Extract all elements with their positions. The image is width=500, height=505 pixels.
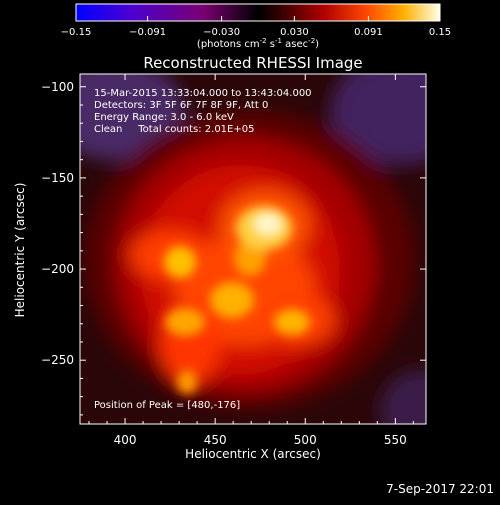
x-tick-label: 550 (384, 433, 407, 447)
colorbar-tick-label: 0.15 (429, 27, 451, 38)
chart-title: Reconstructed RHESSI Image (143, 54, 362, 72)
colorbar-tick-label: 0.091 (354, 27, 383, 38)
bright-blob-lower-left (165, 308, 205, 336)
annotation-energy-range: Energy Range: 3.0 - 6.0 keV (94, 112, 234, 123)
colorbar-tick-label: 0.030 (280, 27, 309, 38)
y-axis: −100 −150 −200 −250 (41, 80, 426, 416)
heatmap-image (80, 74, 426, 424)
colorbar: −0.15 −0.091 −0.030 0.030 0.091 0.15 (photons… (61, 3, 451, 50)
purple-region-bottom-right (380, 370, 426, 424)
colorbar-ticks: −0.15 −0.091 −0.030 0.030 0.091 0.15 (61, 16, 451, 38)
y-tick-label: −200 (41, 262, 74, 276)
footer-date: 7-Sep-2017 22:01 (386, 482, 494, 496)
y-axis-label: Heliocentric Y (arcsec) (13, 183, 27, 318)
colorbar-gradient (75, 3, 441, 22)
plot-frame (79, 73, 427, 425)
annotation-time-range: 15-Mar-2015 13:33:04.000 to 13:43:04.000 (94, 88, 312, 99)
x-tick-label: 500 (294, 433, 317, 447)
y-tick-label: −100 (41, 80, 74, 94)
colorbar-tick-label: −0.15 (61, 27, 92, 38)
annotation-clean-counts: Clean Total counts: 2.01E+05 (94, 124, 254, 135)
y-tick-label: −250 (41, 353, 74, 367)
purple-region-top-right (330, 74, 426, 165)
bright-blob-bottom (177, 370, 197, 394)
y-tick-label: −150 (41, 171, 74, 185)
colorbar-units: (photons cm-2 s-1 asec-2) (197, 37, 319, 50)
bright-blob-right (274, 309, 310, 335)
colorbar-tick-label: −0.091 (129, 27, 166, 38)
annotation-detectors: Detectors: 3F 5F 6F 7F 8F 9F, Att 0 (94, 100, 268, 111)
bright-blob-left (164, 246, 196, 278)
colorbar-tick-label: −0.030 (203, 27, 240, 38)
bright-blob-center (210, 282, 254, 318)
annotation-peak-position: Position of Peak = [480,-176] (94, 400, 240, 411)
image-annotations: 15-Mar-2015 13:33:04.000 to 13:43:04.000… (94, 88, 312, 411)
x-axis: 400 450 500 550 (88, 74, 414, 447)
x-tick-label: 450 (204, 433, 227, 447)
peak-core (254, 213, 282, 235)
x-axis-label: Heliocentric X (arcsec) (185, 447, 321, 461)
x-tick-label: 400 (114, 433, 137, 447)
